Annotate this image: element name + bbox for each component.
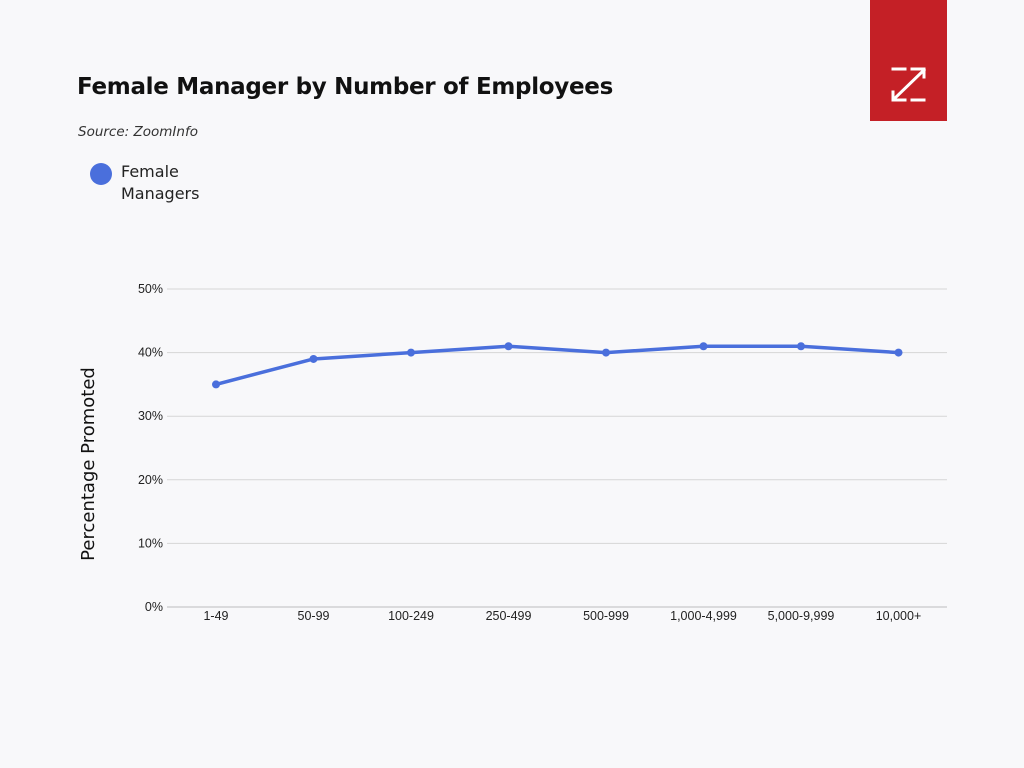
y-tick-label: 0%: [145, 600, 163, 614]
data-point: [309, 354, 318, 363]
series-female-managers: [212, 342, 903, 389]
legend: Female Managers: [90, 161, 221, 205]
zoominfo-logo: [870, 0, 947, 121]
y-tick-label: 30%: [138, 409, 163, 423]
x-tick-label: 1-49: [203, 609, 228, 623]
chart-source: Source: ZoomInfo: [78, 124, 198, 140]
y-axis-title: Percentage Promoted: [78, 367, 99, 561]
data-point: [407, 348, 415, 357]
data-point: [894, 348, 903, 357]
x-tick-label: 100-249: [388, 609, 434, 623]
legend-label-female-managers: Female Managers: [121, 162, 200, 203]
y-tick-labels: 0% 10% 20% 30% 40% 50%: [138, 282, 163, 614]
y-tick-label: 40%: [138, 346, 163, 360]
legend-swatch-female-managers: [90, 163, 112, 185]
data-point: [699, 342, 708, 351]
x-tick-label: 500-999: [583, 609, 629, 623]
data-point: [602, 348, 610, 357]
x-tick-label: 250-499: [486, 609, 532, 623]
series-line: [214, 344, 901, 387]
x-tick-label: 10,000+: [876, 609, 922, 623]
zoominfo-z-logo-icon: [891, 67, 926, 102]
data-point: [212, 380, 220, 389]
gridlines: [167, 288, 947, 608]
y-tick-label: 10%: [138, 536, 163, 550]
data-point: [797, 342, 805, 351]
y-tick-label: 50%: [138, 282, 163, 296]
data-point: [504, 342, 513, 351]
chart-title: Female Manager by Number of Employees: [77, 74, 613, 100]
x-tick-label: 5,000-9,999: [768, 609, 835, 623]
y-tick-label: 20%: [138, 473, 163, 487]
x-tick-label: 1,000-4,999: [670, 609, 737, 623]
x-tick-label: 50-99: [298, 609, 330, 623]
x-tick-labels: 1-49 50-99 100-249 250-499 500-999 1,000-4,99…: [203, 609, 921, 623]
